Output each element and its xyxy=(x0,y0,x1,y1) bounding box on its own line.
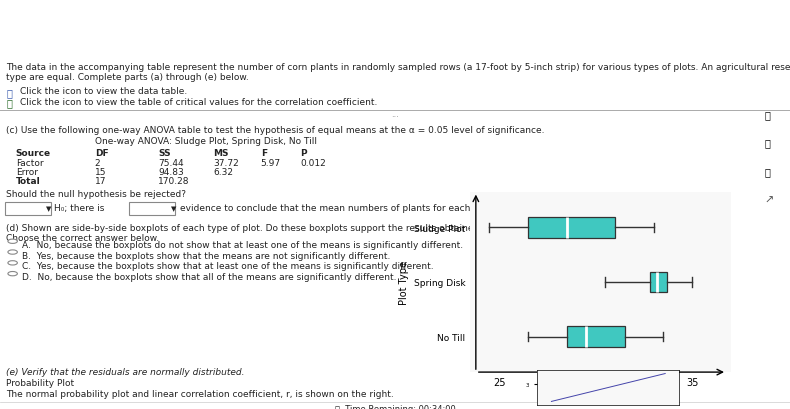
Text: Probability
Plot: Probability Plot xyxy=(590,362,634,381)
Text: 🔲: 🔲 xyxy=(6,88,12,98)
Text: F: F xyxy=(261,148,267,157)
FancyBboxPatch shape xyxy=(566,326,625,347)
Text: (d) Shown are side-by-side boxplots of each type of plot. Do these boxplots supp: (d) Shown are side-by-side boxplots of e… xyxy=(6,223,532,232)
Text: Click the icon to view the table of critical values for the correlation coeffici: Click the icon to view the table of crit… xyxy=(20,98,377,107)
FancyBboxPatch shape xyxy=(649,272,667,292)
Text: The normal probability plot and linear correlation coefficient, r, is shown on t: The normal probability plot and linear c… xyxy=(6,389,394,398)
Text: 🔍: 🔍 xyxy=(765,138,770,148)
Text: 5.97: 5.97 xyxy=(261,158,280,167)
Text: C.  Yes, because the boxplots show that at least one of the means is significant: C. Yes, because the boxplots show that a… xyxy=(22,262,434,271)
Text: (e) Verify that the residuals are normally distributed.: (e) Verify that the residuals are normal… xyxy=(6,366,245,375)
Text: P: P xyxy=(300,148,307,157)
Text: 🔲: 🔲 xyxy=(6,99,12,108)
Text: Quiz:  Quiz 9.3, 12.1, 12.2, 13.1: Quiz: Quiz 9.3, 12.1, 12.2, 13.1 xyxy=(20,13,256,25)
Text: ‹   Question 8 of 9   ›: ‹ Question 8 of 9 › xyxy=(330,13,460,25)
Text: A.  No, because the boxplots do not show that at least one of the means is signi: A. No, because the boxplots do not show … xyxy=(22,240,463,249)
Text: ↗: ↗ xyxy=(765,196,774,206)
Text: ···: ··· xyxy=(391,113,399,122)
Circle shape xyxy=(8,272,17,276)
Text: 2: 2 xyxy=(95,158,100,167)
Text: D.  No, because the boxplots show that all of the means are significantly differ: D. No, because the boxplots show that al… xyxy=(22,272,397,281)
Text: 75.44: 75.44 xyxy=(158,158,183,167)
Text: Error: Error xyxy=(16,168,38,177)
Text: 94.83: 94.83 xyxy=(158,168,184,177)
Text: 17: 17 xyxy=(95,177,107,186)
Text: MS: MS xyxy=(213,148,229,157)
Text: Should the null hypothesis be rejected?: Should the null hypothesis be rejected? xyxy=(6,189,186,198)
Text: SS: SS xyxy=(158,148,171,157)
Text: Click the icon to view the data table.: Click the icon to view the data table. xyxy=(20,87,187,96)
Text: ≡: ≡ xyxy=(9,11,22,27)
Text: Probability Plot: Probability Plot xyxy=(6,378,74,387)
X-axis label: Number of Plants: Number of Plants xyxy=(558,393,643,402)
FancyBboxPatch shape xyxy=(528,217,615,238)
Circle shape xyxy=(8,250,17,254)
Text: 6.32: 6.32 xyxy=(213,168,233,177)
Text: Total: Total xyxy=(16,177,40,186)
Text: ▼: ▼ xyxy=(171,206,177,212)
Y-axis label: Plot Type: Plot Type xyxy=(400,260,409,304)
Text: (c) Use the following one-way ANOVA table to test the hypothesis of equal means : (c) Use the following one-way ANOVA tabl… xyxy=(6,125,545,134)
Text: 🔍: 🔍 xyxy=(765,110,770,119)
Text: evidence to conclude that the mean numbers of plants for each plot type are not : evidence to conclude that the mean numbe… xyxy=(180,203,581,212)
Text: B.  Yes, because the boxplots show that the means are not significantly differen: B. Yes, because the boxplots show that t… xyxy=(22,251,390,260)
Text: 15: 15 xyxy=(95,168,107,177)
Text: One-way ANOVA: Sludge Plot, Spring Disk, No Till: One-way ANOVA: Sludge Plot, Spring Disk,… xyxy=(95,137,317,146)
Text: This question: 1 point(s) possible: This question: 1 point(s) possible xyxy=(600,26,773,36)
Text: ▼: ▼ xyxy=(46,206,51,212)
Text: Factor: Factor xyxy=(16,158,43,167)
Text: 0.012: 0.012 xyxy=(300,158,326,167)
Text: DF: DF xyxy=(95,148,108,157)
Circle shape xyxy=(8,261,17,265)
Text: type are equal. Complete parts (a) through (e) below.: type are equal. Complete parts (a) throu… xyxy=(6,73,249,82)
FancyBboxPatch shape xyxy=(129,203,175,216)
Text: 37.72: 37.72 xyxy=(213,158,239,167)
Circle shape xyxy=(8,240,17,244)
Text: Choose the correct answer below.: Choose the correct answer below. xyxy=(6,234,160,243)
Text: 170.28: 170.28 xyxy=(158,177,190,186)
Text: Source: Source xyxy=(16,148,51,157)
FancyBboxPatch shape xyxy=(5,203,51,216)
Text: This quiz: 9 point(s) possible: This quiz: 9 point(s) possible xyxy=(600,6,750,16)
Text: ⓵  Time Remaining: 00:34:00: ⓵ Time Remaining: 00:34:00 xyxy=(335,404,455,409)
Text: H₀; there is: H₀; there is xyxy=(54,203,104,212)
Text: 🔍: 🔍 xyxy=(765,167,770,177)
Text: The data in the accompanying table represent the number of corn plants in random: The data in the accompanying table repre… xyxy=(6,63,790,72)
